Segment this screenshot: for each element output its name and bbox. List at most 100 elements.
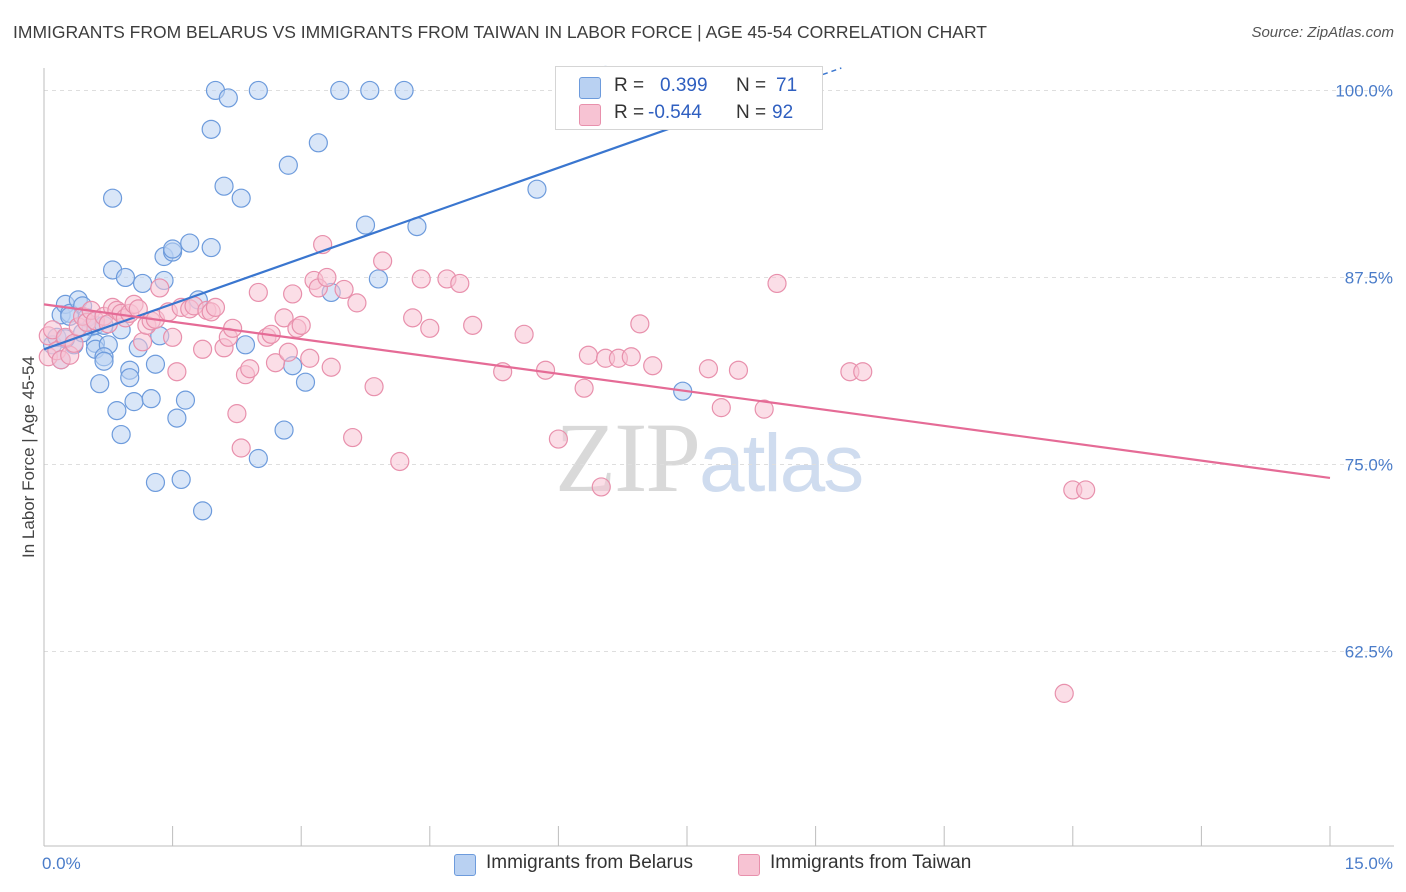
data-point-belarus	[248, 80, 268, 101]
data-point-belarus	[193, 501, 213, 521]
data-point-taiwan	[548, 429, 569, 449]
data-point-belarus	[201, 119, 221, 139]
data-point-belarus	[132, 273, 153, 294]
legend-swatch-belarus	[579, 77, 601, 99]
data-point-taiwan	[403, 308, 423, 328]
series-belarus	[42, 65, 693, 521]
trendline-belarus	[43, 115, 705, 351]
data-point-taiwan	[193, 339, 213, 359]
data-point-taiwan	[334, 279, 354, 300]
data-point-taiwan	[450, 273, 470, 294]
y-tick-labels: 62.5% 75.0% 87.5% 100.0%	[1335, 81, 1393, 661]
data-point-taiwan	[411, 269, 431, 289]
legend-swatch-taiwan	[579, 104, 601, 126]
legend-n-label: N =	[736, 75, 767, 96]
data-point-belarus	[145, 472, 166, 493]
data-point-taiwan	[347, 293, 367, 313]
legend-swatch-taiwan	[738, 854, 760, 876]
legend-n-value: 92	[772, 102, 794, 123]
data-point-belarus	[124, 392, 144, 412]
data-point-taiwan	[291, 315, 311, 335]
data-point-taiwan	[283, 284, 303, 304]
data-point-taiwan	[248, 282, 268, 303]
data-point-taiwan	[643, 356, 663, 376]
chart-title: IMMIGRANTS FROM BELARUS VS IMMIGRANTS FR…	[13, 22, 987, 42]
data-point-belarus	[175, 390, 196, 410]
data-point-taiwan	[364, 377, 384, 397]
data-point-belarus	[355, 215, 376, 235]
legend-row-belarus: R = 0.399 N = 71	[556, 75, 822, 101]
legend-n-value: 71	[776, 75, 798, 96]
data-point-belarus	[107, 401, 127, 421]
legend-swatch-belarus	[454, 854, 476, 876]
data-point-belarus	[145, 354, 166, 374]
data-point-belarus	[248, 448, 268, 469]
x-tick-labels: 0.0% 15.0%	[42, 854, 1393, 873]
series-legend: Immigrants from Belarus Immigrants from …	[0, 852, 1406, 878]
data-point-taiwan	[728, 360, 749, 380]
data-point-taiwan	[317, 267, 337, 288]
legend-r-label: R =	[614, 75, 645, 96]
data-point-taiwan	[621, 347, 641, 367]
data-point-taiwan	[463, 315, 483, 335]
data-point-taiwan	[698, 359, 719, 379]
data-point-belarus	[115, 267, 136, 288]
y-tick-label: 87.5%	[1345, 268, 1393, 287]
data-point-belarus	[94, 351, 114, 371]
y-tick-label: 75.0%	[1345, 455, 1393, 474]
data-point-taiwan	[754, 399, 774, 419]
legend-r-value: -0.544	[648, 102, 702, 123]
legend-r-label: R =	[614, 102, 645, 123]
data-point-taiwan	[150, 278, 170, 298]
y-tick-label: 62.5%	[1345, 643, 1393, 662]
data-point-belarus	[527, 179, 547, 199]
data-point-belarus	[141, 389, 161, 409]
data-point-taiwan	[373, 251, 393, 271]
data-point-belarus	[90, 374, 110, 394]
y-axis-label: In Labor Force | Age 45-54	[19, 356, 38, 558]
data-point-belarus	[163, 239, 183, 259]
series-taiwan	[38, 234, 1096, 703]
watermark-atlas: atlas	[699, 418, 864, 509]
x-tick-label: 0.0%	[42, 854, 81, 873]
x-ticks	[43, 826, 1331, 846]
data-point-belarus	[308, 133, 328, 153]
data-point-taiwan	[240, 359, 260, 379]
watermark: ZIPatlas	[555, 400, 864, 515]
data-point-taiwan	[574, 378, 594, 398]
data-point-belarus	[201, 237, 221, 258]
data-point-taiwan	[390, 451, 410, 472]
data-point-taiwan	[630, 314, 650, 334]
legend-label-taiwan: Immigrants from Taiwan	[770, 852, 972, 873]
data-point-belarus	[111, 424, 131, 445]
data-point-taiwan	[711, 398, 731, 418]
data-point-taiwan	[274, 308, 294, 328]
legend-label-belarus: Immigrants from Belarus	[486, 852, 693, 873]
data-point-taiwan	[853, 362, 873, 382]
data-point-taiwan	[343, 427, 363, 448]
data-point-taiwan	[1054, 683, 1074, 703]
data-point-taiwan	[278, 342, 298, 362]
data-point-belarus	[394, 80, 414, 101]
data-point-belarus	[231, 188, 251, 208]
data-point-taiwan	[132, 332, 153, 352]
data-point-belarus	[102, 188, 123, 208]
legend-n-label: N =	[736, 102, 767, 123]
source-label: Source: ZipAtlas.com	[1251, 24, 1394, 41]
legend-row-taiwan: R = -0.544 N = 92	[556, 102, 822, 128]
watermark-zip: ZIP	[555, 402, 701, 513]
data-point-belarus	[330, 80, 350, 101]
data-point-taiwan	[1076, 480, 1096, 500]
data-point-taiwan	[227, 404, 247, 424]
data-point-taiwan	[167, 362, 187, 382]
data-point-taiwan	[591, 477, 611, 497]
data-point-taiwan	[205, 297, 226, 317]
data-point-taiwan	[163, 327, 183, 347]
data-point-taiwan	[321, 357, 341, 377]
data-point-belarus	[214, 176, 234, 196]
data-point-belarus	[171, 469, 191, 490]
data-point-belarus	[295, 372, 316, 392]
data-point-belarus	[235, 335, 256, 355]
data-point-taiwan	[265, 353, 286, 373]
